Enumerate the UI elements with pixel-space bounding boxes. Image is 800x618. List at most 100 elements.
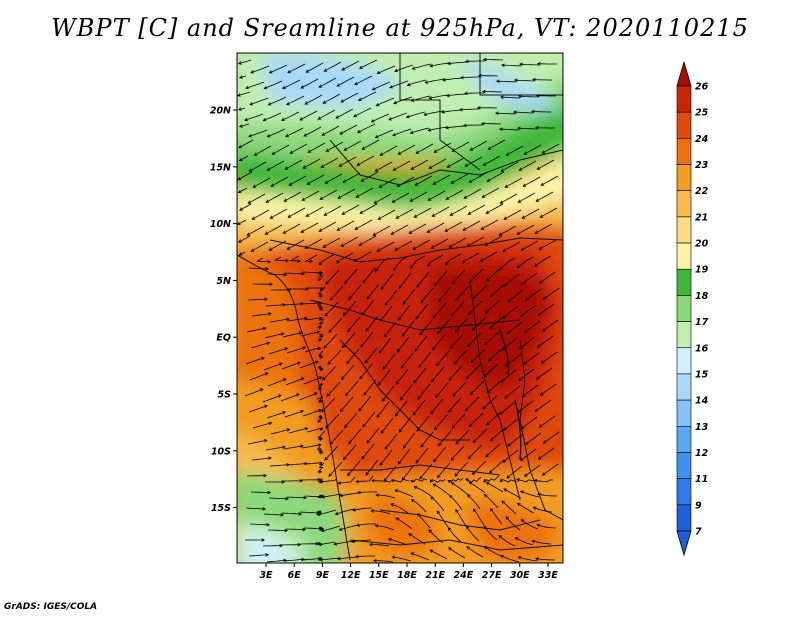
streamline [286,496,307,499]
streamline-arrow [358,97,362,101]
streamline-arrow [467,455,472,460]
streamline [506,465,523,479]
streamline [417,513,431,529]
streamline-arrow [340,243,345,247]
streamline-arrow [535,198,540,202]
streamline [266,559,287,563]
streamline [269,318,290,323]
colorbar-swatch [676,138,692,165]
streamline [392,556,412,562]
streamline [445,221,463,232]
streamline-arrow [284,347,289,351]
streamline [288,427,308,434]
streamline [247,225,265,236]
streamline-arrow [530,109,535,114]
streamline [338,188,356,199]
streamline-arrow [482,57,487,62]
streamline-arrow [469,391,474,396]
streamline-arrow [521,393,526,398]
streamline [237,171,253,181]
streamline-arrow [485,210,490,214]
streamline [450,301,465,317]
streamline-arrow [447,527,452,531]
streamline [237,91,251,96]
streamline-arrow [446,93,450,98]
streamline-arrow [502,248,507,252]
streamline-arrow [502,459,507,463]
streamline [339,156,357,167]
streamline [466,546,484,558]
colorbar-swatch [676,399,692,427]
streamline-arrow [281,480,286,484]
colorbar-swatch [676,85,692,113]
streamline-arrow [500,63,505,67]
streamline [360,203,378,214]
colorbar-label: 22 [695,186,709,197]
streamline-arrow [341,67,345,71]
streamline-arrow [498,127,503,132]
streamline-arrow [303,133,308,137]
streamline [357,491,378,494]
streamline-arrow [430,496,435,500]
streamline [363,379,377,396]
streamline-arrow [430,245,435,249]
streamline [465,476,482,483]
streamline-arrow [302,346,307,350]
streamline [392,128,412,136]
streamline [347,316,361,332]
streamline [451,173,469,184]
streamline-arrow [283,558,287,563]
streamline [319,221,337,232]
streamline [502,305,519,319]
streamline [414,207,432,218]
streamline-arrow [501,347,506,351]
streamline-arrow [410,98,415,102]
streamline-arrow [237,107,242,111]
streamline [406,111,426,118]
streamline-arrow [337,556,341,561]
streamline [432,206,450,217]
streamline [302,558,323,561]
streamline-arrow [448,244,453,248]
streamline [485,443,501,458]
streamline [337,220,355,231]
streamline [467,236,485,247]
streamline [254,145,272,156]
streamline [306,427,323,433]
streamline [251,313,272,317]
streamline [380,417,394,434]
streamline-arrow [304,316,308,321]
streamline-arrow [518,377,522,382]
streamline-arrow [470,359,475,364]
streamline-arrow [319,450,324,455]
streamline [317,509,337,516]
streamline [390,503,409,514]
streamline-arrow [264,372,269,376]
streamline-arrow [238,252,243,256]
streamline-arrow [537,456,542,460]
streamline [360,331,374,348]
streamline [239,203,252,211]
streamline [467,494,481,510]
lon-tick-label: 12E [341,570,361,581]
streamline-arrow [541,150,546,154]
streamline-arrow [361,146,366,150]
streamline [501,161,519,172]
streamline [323,93,341,104]
streamline-arrow [459,75,464,80]
streamline-arrow [279,362,283,366]
streamline-arrow [305,213,310,217]
colorbar-label: 23 [695,160,709,171]
streamline-arrow [318,386,322,391]
streamline [326,141,344,152]
streamline [344,140,362,151]
streamline-arrow [402,301,407,305]
streamline [448,547,466,559]
streamline [431,366,445,382]
streamline-arrow [318,338,323,342]
streamline-arrow [300,85,305,89]
streamline [415,303,429,320]
streamline-arrow [268,312,272,316]
streamline [319,557,340,561]
